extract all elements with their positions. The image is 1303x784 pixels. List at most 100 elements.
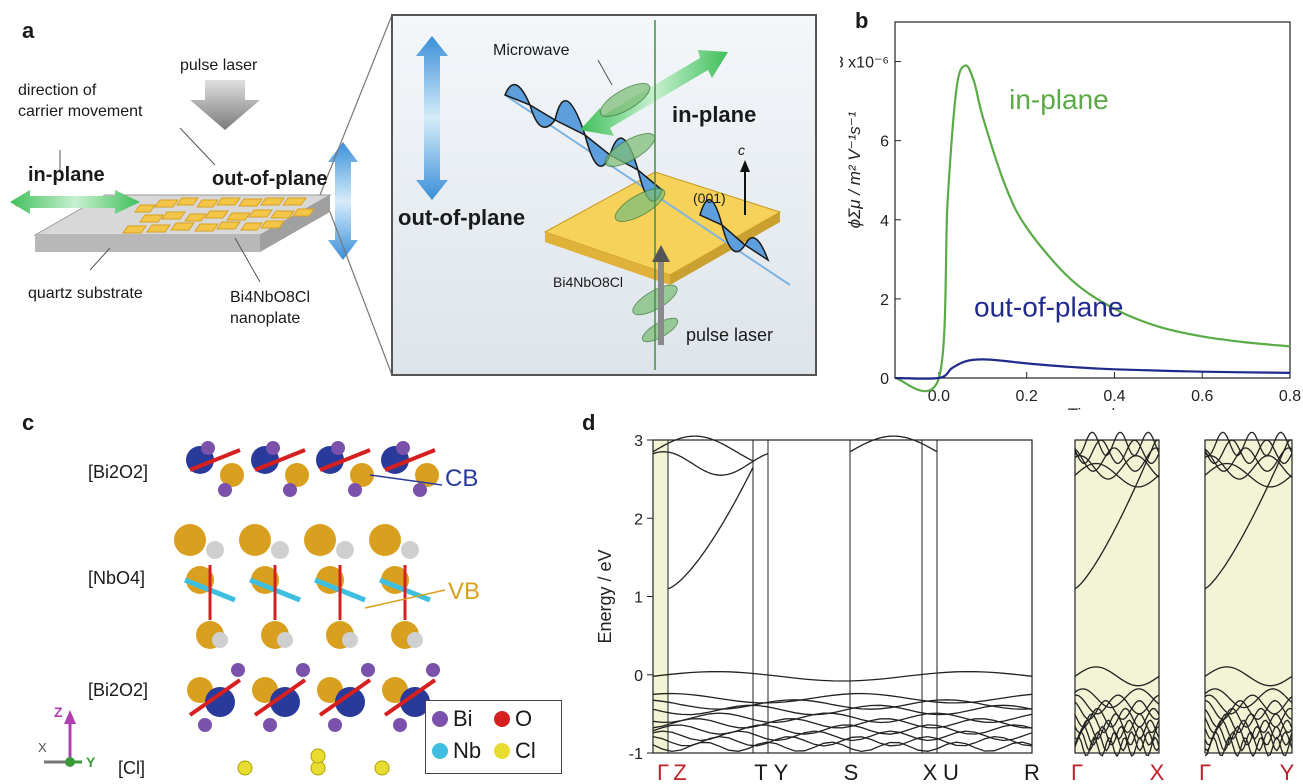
- valence-band: [652, 670, 1033, 682]
- k-label-Y: Y: [1280, 760, 1295, 784]
- legend-item-nb: Nb: [432, 738, 494, 764]
- in-plane-label: in-plane: [28, 164, 105, 186]
- bi-atom: [218, 483, 232, 497]
- valence-band: [1204, 699, 1293, 720]
- k-label-Γ: Γ: [1199, 760, 1211, 784]
- vb-lobe: [285, 463, 309, 487]
- direction-label-line1: direction of: [18, 82, 97, 99]
- valence-band: [652, 699, 1033, 710]
- quartz-substrate-label: quartz substrate: [28, 285, 143, 302]
- valence-band: [1204, 707, 1293, 728]
- conduction-band: [1074, 439, 1160, 465]
- legend-item-cl: Cl: [494, 738, 556, 764]
- conduction-band: [652, 451, 769, 476]
- y-tick-label: 0: [634, 668, 643, 685]
- vb-label: VB: [448, 578, 481, 605]
- valence-band: [1075, 694, 1160, 715]
- inset-microwave-label: Microwave: [493, 42, 570, 59]
- bi-atom: [328, 718, 342, 732]
- valence-band: [1074, 666, 1160, 687]
- series-line-in-plane: [894, 64, 1291, 393]
- y-tick-label: 0: [880, 371, 889, 388]
- pulse-laser-arrow: [190, 80, 260, 130]
- bi-atom: [263, 718, 277, 732]
- x-tick-label: 0.0: [928, 388, 950, 405]
- cl-atom: [310, 748, 326, 764]
- cl-density: [407, 632, 423, 648]
- vb-lobe: [415, 463, 439, 487]
- cl-density: [336, 541, 354, 559]
- o-bond: [383, 678, 437, 717]
- conduction-band-min: [1074, 439, 1159, 590]
- x-tick-label: 0.2: [1016, 388, 1038, 405]
- axis-label-y: Y: [86, 754, 96, 770]
- highlight-gamma-z: [653, 440, 668, 753]
- bi-atom: [348, 483, 362, 497]
- valence-band: [1074, 736, 1160, 758]
- panel-label-d: d: [582, 410, 596, 435]
- conduction-band: [1204, 431, 1293, 457]
- conduction-band: [1074, 447, 1160, 472]
- valence-band: [1204, 730, 1293, 752]
- nanoplate-label-line2: nanoplate: [230, 310, 301, 327]
- chart-b: 0 2 4 6 8 x10⁻⁶ 0.0 0.2 0.4 0.6 0.8 Time / μs ϕΣμ /…: [840, 21, 1301, 410]
- cb-lobe: [270, 687, 300, 717]
- series-line-out-of-plane: [894, 358, 1291, 380]
- cl-density: [401, 541, 419, 559]
- conduction-band: [652, 435, 754, 462]
- legend-item-o: O: [494, 706, 556, 732]
- k-label-Γ: Γ: [1071, 760, 1083, 784]
- conduction-band-min: [667, 467, 754, 590]
- bi-atom: [393, 718, 407, 732]
- valence-band: [652, 741, 1033, 753]
- vb-lobe: [174, 524, 206, 556]
- valence-band: [1074, 688, 1160, 709]
- legend-swatch: [432, 743, 448, 759]
- k-label-R: R: [1024, 760, 1040, 784]
- bi-atom: [413, 483, 427, 497]
- out-of-plane-label: out-of-plane: [212, 168, 328, 190]
- vb-lobe: [350, 463, 374, 487]
- bi-atom: [296, 663, 310, 677]
- cl-density: [271, 541, 289, 559]
- o-bond: [319, 448, 371, 472]
- cl-density: [212, 632, 228, 648]
- vb-lobe: [304, 524, 336, 556]
- bi-atom: [426, 663, 440, 677]
- valence-band: [652, 724, 1033, 735]
- element-legend-items: Bi O Nb Cl: [432, 706, 557, 764]
- y-tick-label: 6: [880, 134, 889, 151]
- inset-c-axis-label: c: [738, 142, 745, 158]
- legend-label: Bi: [453, 706, 473, 731]
- element-legend: [425, 700, 562, 774]
- layer-label-nbo4: [NbO4]: [88, 568, 146, 588]
- x-tick-label: 0.6: [1191, 388, 1213, 405]
- y-axis-label: ϕΣμ / m² V⁻¹s⁻¹: [845, 111, 864, 228]
- o-bond: [253, 678, 307, 717]
- bi-atom: [331, 441, 345, 455]
- k-label-Z: Z: [673, 760, 686, 784]
- panel-label-a: a: [22, 18, 35, 43]
- bi-atom: [396, 441, 410, 455]
- valence-band: [1204, 694, 1293, 715]
- pulse-laser-label: pulse laser: [180, 57, 258, 74]
- layer-label-bi2o2-bottom: [Bi2O2]: [88, 680, 149, 700]
- valence-band: [652, 718, 1033, 729]
- legend-swatch: [432, 711, 448, 727]
- in-plane-arrow: [10, 190, 140, 214]
- k-label-T: T: [754, 760, 767, 784]
- series-label-out-of-plane: out-of-plane: [974, 292, 1123, 323]
- conduction-band: [1204, 447, 1293, 472]
- out-of-plane-arrow: [328, 142, 358, 260]
- legend-item-bi: Bi: [432, 706, 494, 732]
- cb-lobe: [400, 687, 430, 717]
- panel-label-c: c: [22, 410, 35, 435]
- o-bond: [189, 448, 241, 472]
- cl-density: [342, 632, 358, 648]
- panel-c-structure: [174, 441, 440, 776]
- k-label-X: X: [923, 760, 938, 784]
- conduction-band: [1204, 462, 1293, 488]
- conduction-band: [1074, 462, 1160, 488]
- axes-triad: [44, 710, 82, 767]
- y-tick-label: 2: [634, 511, 643, 528]
